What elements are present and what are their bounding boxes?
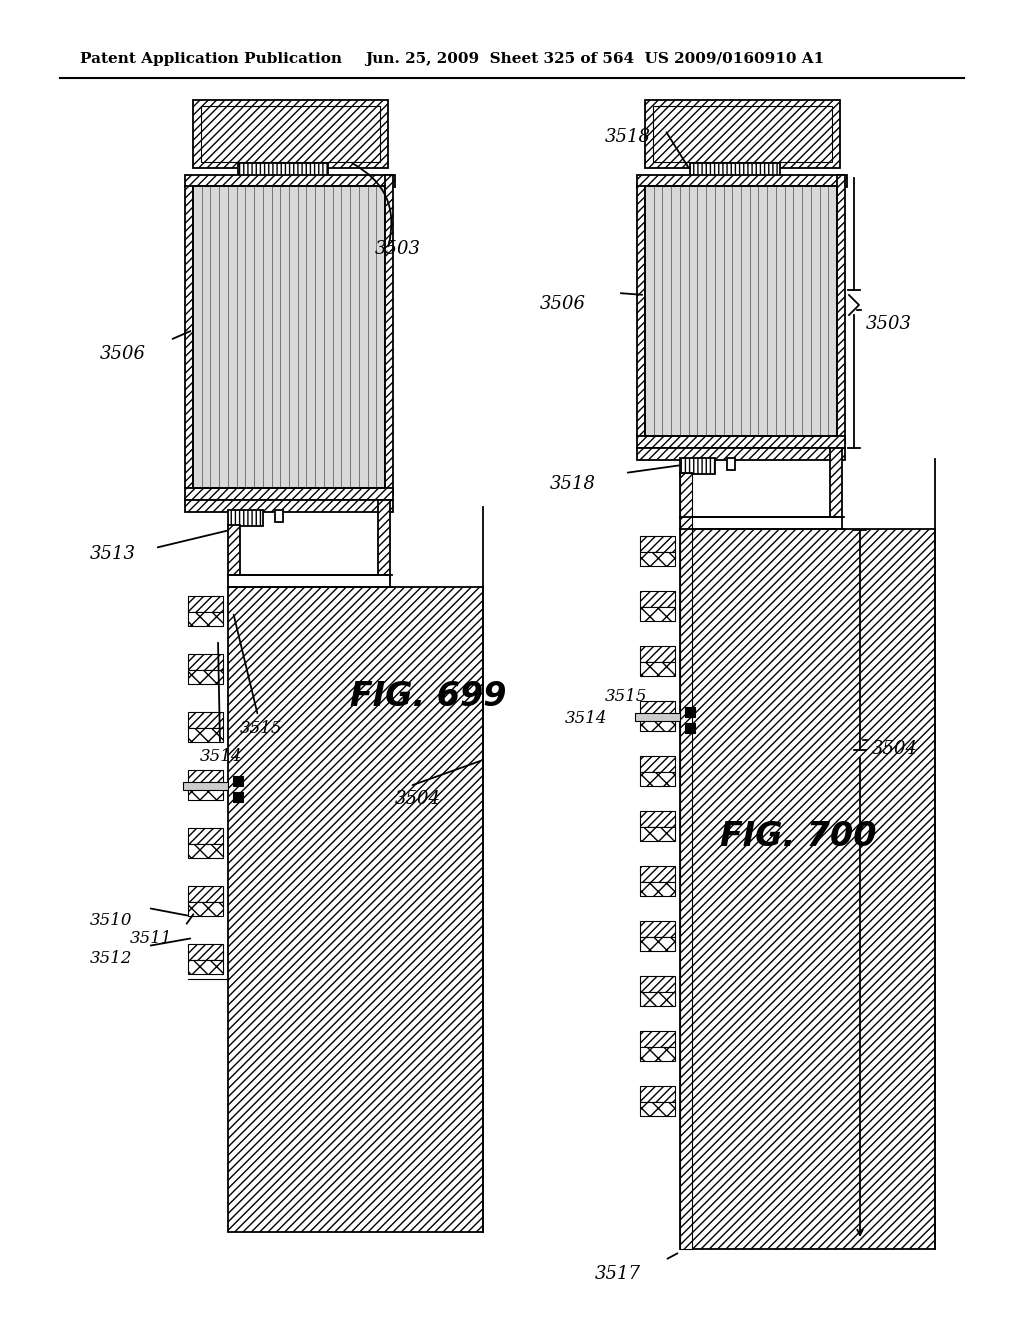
Bar [188, 960, 223, 974]
Bar [685, 723, 695, 733]
Text: 3511: 3511 [130, 931, 172, 946]
Bar [640, 975, 675, 993]
Bar [201, 106, 380, 162]
Bar [185, 176, 395, 187]
Text: 3504: 3504 [872, 741, 918, 758]
Text: 3514: 3514 [200, 748, 243, 766]
Bar [188, 843, 223, 858]
Bar [185, 500, 393, 512]
Bar [188, 597, 223, 612]
Bar [183, 781, 228, 789]
Text: 3510: 3510 [90, 912, 132, 929]
Bar [830, 447, 842, 517]
Text: FIG. 700: FIG. 700 [720, 820, 877, 853]
Bar [640, 607, 675, 620]
Bar [385, 176, 393, 495]
Bar [188, 828, 223, 843]
Text: 3506: 3506 [540, 294, 586, 313]
Bar [188, 653, 223, 671]
Bar [238, 162, 328, 178]
Bar [640, 591, 675, 607]
Bar [680, 529, 935, 1249]
Bar [680, 517, 842, 529]
Bar [640, 882, 675, 896]
Bar [640, 772, 675, 785]
Text: 3503: 3503 [375, 240, 421, 257]
Text: 3504: 3504 [395, 789, 441, 808]
Bar [193, 186, 385, 488]
Bar [188, 770, 223, 785]
Bar [685, 708, 695, 717]
Bar [653, 106, 831, 162]
Text: FIG. 699: FIG. 699 [350, 680, 507, 713]
Text: 3503: 3503 [866, 315, 912, 333]
Bar [637, 176, 847, 187]
Text: 3514: 3514 [565, 710, 607, 727]
Bar [228, 576, 390, 587]
Bar [228, 510, 263, 525]
Text: 3512: 3512 [90, 950, 132, 968]
Bar [640, 866, 675, 882]
Bar [185, 186, 193, 488]
Text: 3506: 3506 [100, 345, 146, 363]
Text: 3517: 3517 [595, 1265, 641, 1283]
Bar [637, 186, 645, 436]
Bar [193, 100, 388, 168]
Bar [188, 612, 223, 626]
Bar [640, 701, 675, 717]
Bar [680, 458, 715, 474]
Bar [640, 717, 675, 731]
Text: 3515: 3515 [240, 719, 283, 737]
Bar [680, 473, 692, 517]
Bar [680, 473, 692, 1249]
Bar [188, 671, 223, 684]
Text: 3513: 3513 [90, 545, 136, 564]
Bar [193, 186, 385, 488]
Bar [637, 436, 845, 447]
Bar [640, 993, 675, 1006]
Bar [233, 776, 243, 785]
Bar [640, 1031, 675, 1047]
Bar [727, 458, 735, 470]
Bar [188, 785, 223, 800]
Bar [188, 902, 223, 916]
Bar [645, 186, 837, 436]
Bar [228, 587, 483, 1232]
Bar [645, 186, 837, 436]
Bar [635, 713, 680, 721]
Bar [640, 756, 675, 772]
Text: Jun. 25, 2009  Sheet 325 of 564  US 2009/0160910 A1: Jun. 25, 2009 Sheet 325 of 564 US 2009/0… [365, 51, 824, 66]
Bar [640, 828, 675, 841]
Text: Patent Application Publication: Patent Application Publication [80, 51, 342, 66]
Bar [645, 100, 840, 168]
Text: 3515: 3515 [605, 688, 647, 705]
Bar [640, 1047, 675, 1061]
Bar [640, 937, 675, 950]
Text: 3518: 3518 [605, 128, 651, 147]
Bar [188, 711, 223, 729]
Bar [637, 447, 845, 459]
Bar [690, 162, 780, 178]
Bar [640, 810, 675, 828]
Bar [378, 500, 390, 579]
Bar [640, 536, 675, 552]
Bar [233, 792, 243, 803]
Bar [188, 944, 223, 960]
Bar [188, 729, 223, 742]
Bar [837, 176, 845, 444]
Text: 3518: 3518 [550, 475, 596, 492]
Bar [640, 663, 675, 676]
Bar [188, 886, 223, 902]
Bar [228, 525, 240, 579]
Bar [640, 645, 675, 663]
Bar [640, 1102, 675, 1115]
Bar [640, 921, 675, 937]
Bar [185, 488, 393, 500]
Bar [640, 1086, 675, 1102]
Bar [275, 510, 283, 521]
Bar [640, 552, 675, 566]
